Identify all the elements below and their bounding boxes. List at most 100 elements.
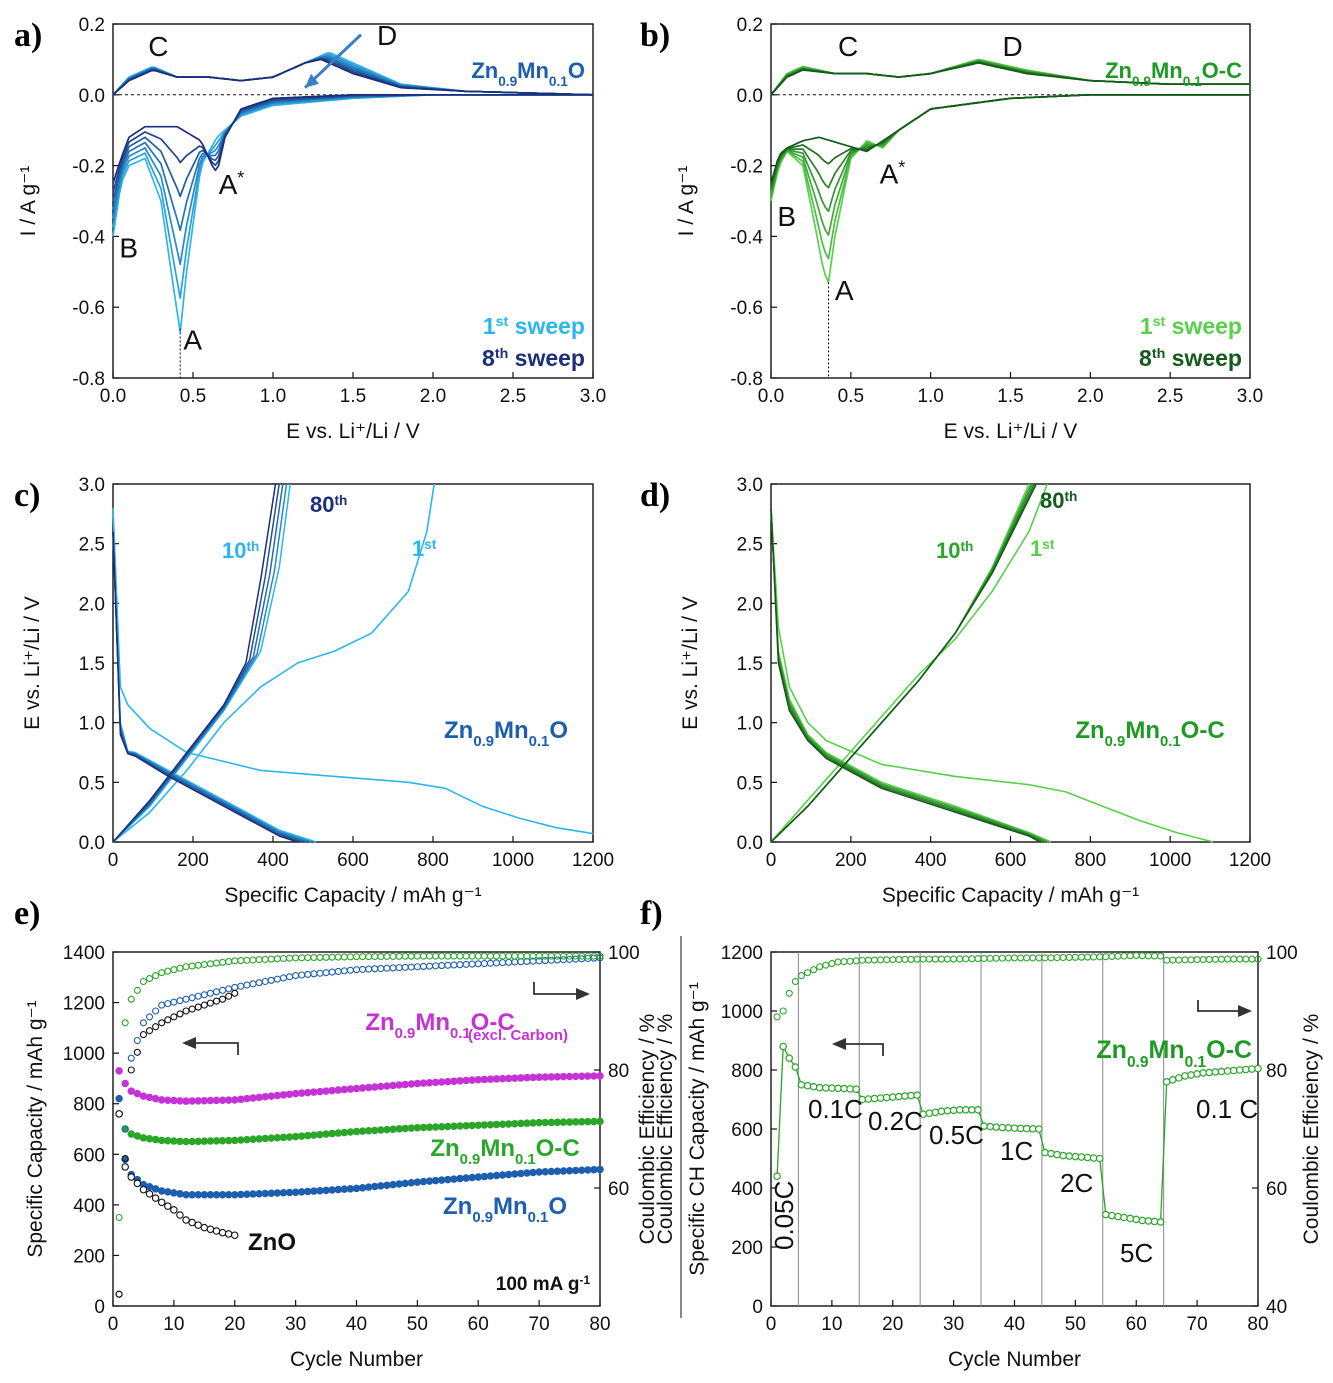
ce-point [346,966,354,974]
x-tick-label: 1200 [1229,850,1271,871]
ce-point [1071,953,1079,961]
ce-point [1035,954,1043,962]
capacity-point [164,1188,172,1196]
y-tick-label: 0 [94,1297,105,1318]
ce-point [365,965,373,973]
capacity-point [334,1185,342,1194]
ce-point [828,960,836,968]
capacity-point [407,1178,416,1187]
capacity-point [888,1093,897,1101]
ce-point [499,959,507,967]
capacity-point [1065,1152,1074,1160]
ce-point [176,997,184,1005]
ce-point [389,964,397,972]
capacity-point [218,1136,227,1145]
ce-point [200,991,208,999]
capacity-point [170,1137,178,1145]
y-tick-label: 2.5 [737,535,763,556]
ce-point [1236,955,1244,963]
capacity-point [431,1123,440,1131]
x-tick-label: 30 [943,1314,964,1335]
y-tick-label: -0.4 [72,227,105,248]
ce-point [188,1005,196,1013]
ce-point [115,1290,123,1298]
capacity-point [437,1122,446,1131]
series-label-excl-carbon-suffix: (excl. Carbon) [468,1027,568,1044]
x-tick-label: 0.5 [180,386,206,407]
ce-point [492,952,501,960]
y-tick-label: 400 [731,1179,763,1200]
capacity-point [474,1121,482,1129]
ce-point [371,952,379,961]
ce-point [974,955,982,963]
ce-point [1053,954,1061,962]
ce-point [852,957,860,965]
y-tick-label: 1.5 [79,654,105,675]
x-tick-label: 600 [995,850,1027,871]
ce-point [450,961,458,969]
capacity-point [176,1190,184,1198]
ce-point [164,1000,172,1008]
ce-point [883,956,891,964]
capacity-point [413,1123,422,1132]
panel-c-galvanostatic-zn-mn-o: 0 200 400 600 800 1000 1200 0.0 0.5 1.0 1.5 2.0 2.5 3… [21,475,614,907]
ce-point [444,952,452,960]
ce-point [1248,955,1256,963]
capacity-point [517,1119,525,1128]
y-tick-label: 0.0 [737,86,763,107]
ce-point [1150,952,1159,960]
ce-point [1010,954,1019,962]
ce-point [596,952,604,960]
peak-label: B [119,233,138,264]
capacity-point [809,1082,818,1091]
x-tick-label: 800 [417,850,449,871]
peak-label: D [1003,31,1023,62]
ce-point [407,952,415,960]
capacity-point [413,1079,422,1088]
ce-point [164,967,172,975]
y-tick-label: -0.8 [730,369,763,390]
capacity-point [1132,1215,1141,1224]
capacity-point [1211,1068,1220,1076]
ce-point [158,1019,166,1027]
ce-point [164,1016,172,1024]
capacity-point [419,1123,428,1132]
capacity-point [157,1096,166,1104]
capacity-point [559,1072,568,1081]
capacity-point [145,1182,154,1191]
ce-point [152,1023,160,1031]
capacity-point [486,1172,495,1180]
capacity-point [139,1134,148,1142]
capacity-point [1150,1217,1159,1226]
ce-point [1114,952,1122,960]
capacity-point [547,1118,556,1127]
y-axis-label: E vs. Li⁺/Li / V [21,596,44,730]
y-tick-label: 2.0 [79,594,105,615]
capacity-point [151,1094,160,1103]
ce-point [377,964,385,973]
capacity-point [571,1072,580,1081]
ce-point [322,953,330,961]
capacity-point [913,1091,921,1099]
capacity-point [444,1077,452,1086]
material-label: Zn0.9Mn0.1O-C [1096,1036,1252,1071]
capacity-point [785,1054,794,1063]
ce-point [877,956,885,964]
ce-point [383,952,391,960]
capacity-point [565,1166,574,1175]
capacity-point [974,1106,982,1114]
capacity-point [157,1136,166,1145]
capacity-point [371,1182,379,1191]
arrow-left-head [182,1037,196,1049]
peak-label: C [838,31,858,62]
capacity-point [444,1175,452,1184]
capacity-point [590,1165,598,1174]
capacity-point [407,1124,416,1132]
capacity-point [279,1188,288,1197]
x-tick-label: 50 [1065,1314,1086,1335]
capacity-point [297,1132,306,1140]
y-tick-label: 1400 [63,943,105,964]
capacity-point [425,1078,434,1087]
rate-label: 0.05C [769,1181,799,1250]
capacity-point [206,1225,215,1234]
